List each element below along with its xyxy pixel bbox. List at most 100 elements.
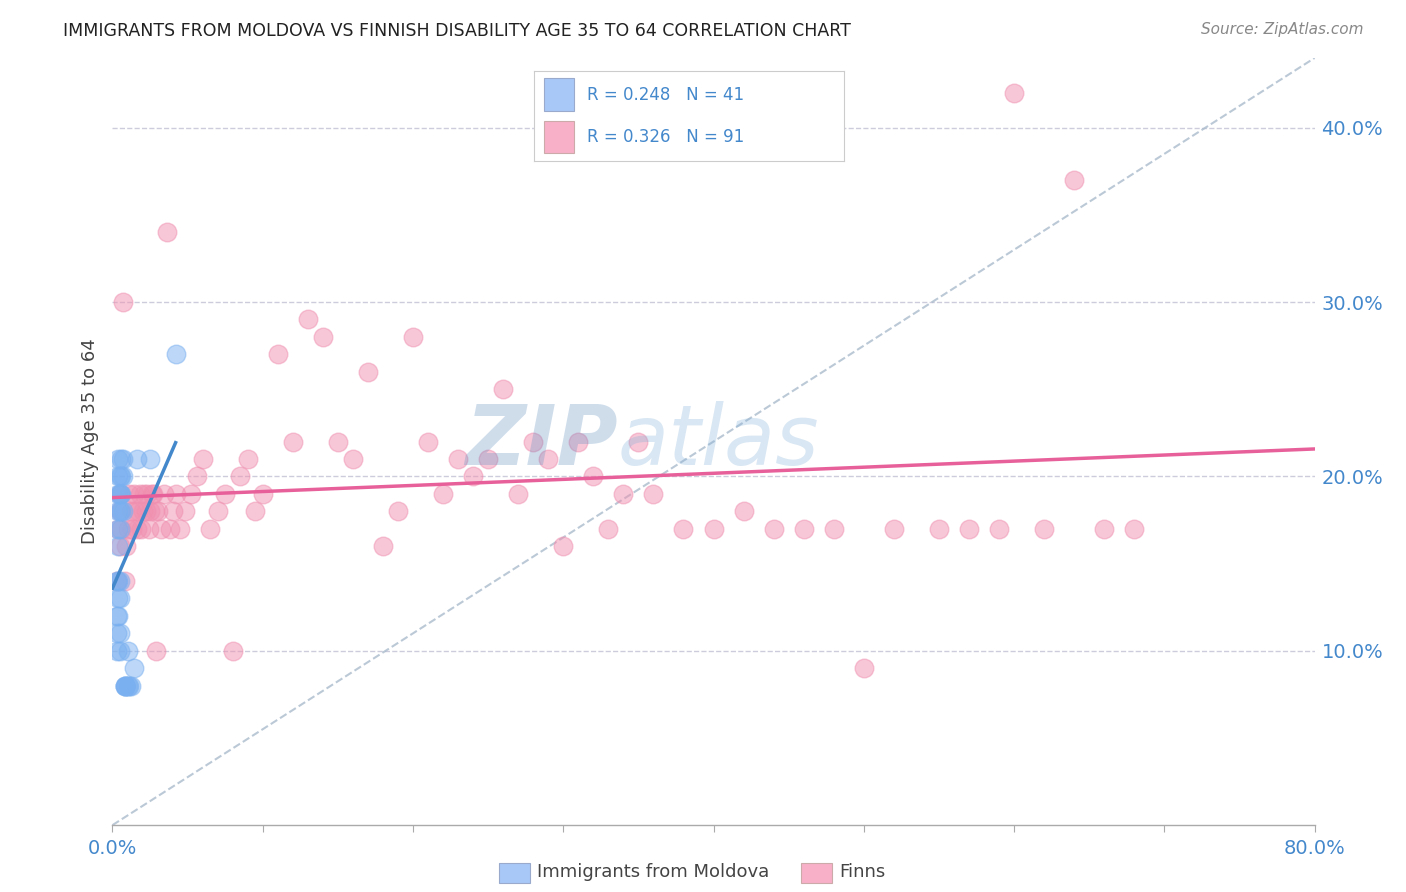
Point [108,504,131,518]
Point [180,487,202,501]
Point [135,504,157,518]
Text: Source: ZipAtlas.com: Source: ZipAtlas.com [1201,22,1364,37]
Point [139,452,162,467]
Point [108,522,131,536]
Point [165,487,187,501]
Point [245,504,267,518]
Point [107,574,129,588]
Point [105,608,128,623]
Point [582,469,605,483]
Point [297,312,319,326]
Point [477,452,499,467]
Point [733,504,755,518]
Point [108,469,131,483]
Point [108,487,131,501]
Point [110,522,132,536]
Text: atlas: atlas [617,401,820,482]
Point [416,434,439,449]
Point [1002,86,1025,100]
Point [326,434,349,449]
Point [108,487,131,501]
Point [111,295,134,310]
Point [132,487,155,501]
Point [173,504,195,518]
Point [169,522,191,536]
Point [108,626,131,640]
Point [146,504,169,518]
Point [125,452,148,467]
Text: IMMIGRANTS FROM MOLDOVA VS FINNISH DISABILITY AGE 35 TO 64 CORRELATION CHART: IMMIGRANTS FROM MOLDOVA VS FINNISH DISAB… [63,22,851,40]
Point [522,434,544,449]
Point [643,487,665,501]
Point [107,591,129,606]
Point [124,504,146,518]
Text: Finns: Finns [839,863,886,881]
Point [110,504,132,518]
Point [1063,173,1085,187]
Point [108,574,131,588]
Point [461,469,484,483]
Point [111,504,134,518]
Point [357,365,380,379]
Point [105,574,128,588]
Point [138,522,160,536]
Point [131,504,153,518]
Point [108,504,131,518]
Point [165,347,187,361]
Point [115,539,138,553]
Point [252,487,274,501]
Point [236,452,259,467]
Point [567,434,589,449]
Point [114,679,136,693]
Point [111,452,134,467]
Point [207,504,229,518]
Point [793,522,815,536]
Point [110,487,132,501]
Point [598,522,620,536]
Point [114,574,136,588]
Point [129,522,152,536]
Point [281,434,304,449]
Point [143,504,166,518]
Point [110,469,132,483]
Point [139,504,162,518]
Point [883,522,905,536]
Point [120,504,142,518]
Point [267,347,290,361]
Point [108,539,131,553]
Point [229,469,252,483]
Point [432,487,454,501]
Point [105,626,128,640]
Point [105,574,128,588]
Point [703,522,725,536]
Point [627,434,650,449]
Point [107,469,129,483]
Point [447,452,470,467]
Point [508,487,530,501]
Point [122,487,145,501]
Point [125,522,148,536]
Point [492,382,515,396]
Point [107,522,129,536]
Point [162,504,184,518]
Point [107,504,129,518]
Point [108,487,131,501]
Point [957,522,980,536]
Y-axis label: Disability Age 35 to 64: Disability Age 35 to 64 [80,339,98,544]
Point [120,679,142,693]
Point [108,644,131,658]
Point [214,487,236,501]
Point [110,452,132,467]
Point [114,679,136,693]
Point [122,661,145,675]
Point [155,225,177,239]
Point [115,679,138,693]
Point [852,661,875,675]
Point [1092,522,1115,536]
Point [114,679,136,693]
Point [149,522,172,536]
Text: ZIP: ZIP [465,401,617,482]
Point [1033,522,1056,536]
Bar [544,78,575,111]
Point [928,522,950,536]
